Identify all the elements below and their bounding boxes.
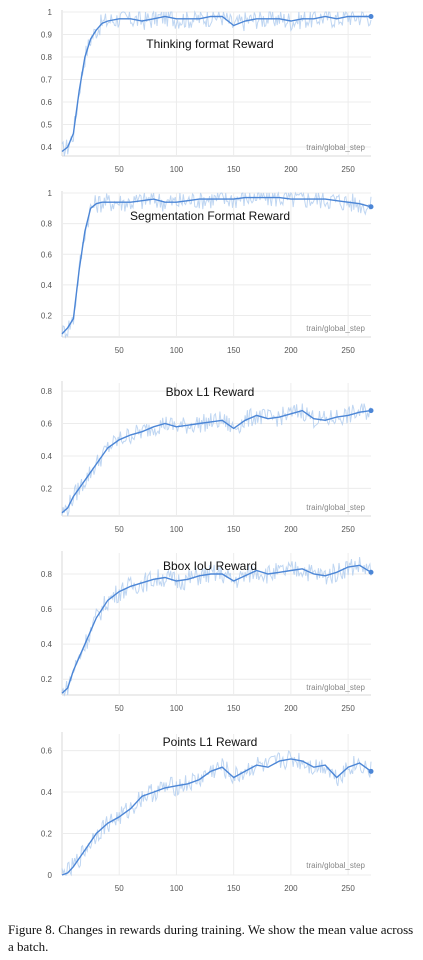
series-end-point: [368, 204, 374, 210]
y-tick-label: 0.8: [41, 53, 53, 62]
y-tick-label: 0.6: [41, 747, 53, 756]
series-line: [61, 196, 372, 335]
x-tick-label: 150: [227, 704, 241, 713]
chart-svg: 0.2 0.4 0.6 0.8 50 100 150 200 250 train/global_s…: [41, 381, 374, 534]
y-tick-label: 0.8: [41, 220, 53, 229]
series-end-point: [368, 768, 374, 774]
x-axis-label: train/global_step: [306, 324, 365, 333]
figure-caption: Figure 8. Changes in rewards during trai…: [8, 922, 414, 954]
series-line: [61, 15, 371, 153]
y-tick-label: 0.2: [41, 312, 53, 321]
x-tick-label: 250: [341, 884, 355, 893]
y-tick-label: 0.4: [41, 281, 53, 290]
x-tick-label: 150: [227, 346, 241, 355]
x-tick-label: 250: [341, 165, 355, 174]
x-tick-label: 250: [341, 525, 355, 534]
y-tick-label: 0.4: [41, 788, 53, 797]
x-axis-label: train/global_step: [306, 861, 365, 870]
series-line: [61, 758, 372, 876]
x-tick-label: 150: [227, 165, 241, 174]
series-line: [61, 409, 372, 514]
y-tick-label: 0.2: [41, 830, 53, 839]
x-tick-label: 200: [284, 884, 298, 893]
series-end-point: [368, 14, 374, 19]
x-tick-label: 100: [170, 884, 184, 893]
y-tick-label: 0.6: [41, 98, 53, 107]
y-tick-label: 0.9: [41, 31, 53, 40]
x-tick-label: 200: [284, 346, 298, 355]
x-tick-label: 150: [227, 884, 241, 893]
y-tick-label: 0.8: [41, 570, 53, 579]
chart-segmentation-format: 0.2 0.4 0.6 0.8 1 50 100 150 200 250 train/global_…: [0, 180, 423, 358]
chart-bbox-l1: 0.2 0.4 0.6 0.8 50 100 150 200 250 train/global_s…: [0, 360, 423, 540]
y-tick-label: 0.2: [41, 675, 53, 684]
series-end-point: [368, 569, 374, 575]
y-tick-label: 0.4: [41, 452, 53, 461]
chart-title: Segmentation Format Reward: [130, 209, 290, 223]
x-tick-label: 250: [341, 346, 355, 355]
chart-title: Thinking format Reward: [146, 37, 273, 51]
raw-series-line: [61, 556, 372, 697]
y-tick-label: 0.5: [41, 121, 53, 130]
y-tick-label: 0.8: [41, 387, 53, 396]
x-tick-label: 100: [170, 704, 184, 713]
chart-title: Points L1 Reward: [163, 735, 258, 749]
x-tick-label: 100: [170, 525, 184, 534]
y-tick-label: 1: [48, 189, 53, 198]
y-tick-label: 0.7: [41, 76, 53, 85]
x-tick-label: 50: [115, 884, 124, 893]
x-tick-label: 250: [341, 704, 355, 713]
chart-thinking-format: 0.4 0.5 0.6 0.7 0.8 0.9 1 50 100 150 200 250 train/g…: [0, 0, 423, 178]
y-tick-label: 0.4: [41, 143, 53, 152]
chart-title: Bbox IoU Reward: [163, 559, 257, 573]
y-tick-label: 0.4: [41, 640, 53, 649]
y-tick-label: 0.6: [41, 250, 53, 259]
chart-svg: 0.2 0.4 0.6 0.8 50 100 150 200 250 train/global_s…: [41, 551, 374, 713]
x-tick-label: 50: [115, 165, 124, 174]
x-tick-label: 50: [115, 346, 124, 355]
x-tick-label: 50: [115, 525, 124, 534]
raw-series-line: [61, 10, 372, 157]
chart-title: Bbox L1 Reward: [166, 385, 255, 399]
x-axis-label: train/global_step: [306, 143, 365, 152]
chart-bbox-iou: 0.2 0.4 0.6 0.8 50 100 150 200 250 train/global_s…: [0, 540, 423, 720]
chart-svg: 0 0.2 0.4 0.6 50 100 150 200 250 train/global_ste…: [41, 732, 374, 893]
x-tick-label: 100: [170, 346, 184, 355]
y-tick-label: 0.6: [41, 605, 53, 614]
x-axis-label: train/global_step: [306, 683, 365, 692]
chart-points-l1: 0 0.2 0.4 0.6 50 100 150 200 250 train/global_ste…: [0, 720, 423, 905]
series-line: [61, 564, 372, 694]
y-tick-label: 0.2: [41, 484, 53, 493]
y-tick-label: 0: [48, 871, 53, 880]
raw-series-line: [61, 750, 372, 877]
raw-series-line: [61, 191, 372, 339]
y-tick-label: 1: [48, 8, 53, 17]
y-tick-label: 0.6: [41, 420, 53, 429]
x-tick-label: 100: [170, 165, 184, 174]
series-end-point: [368, 408, 374, 414]
x-tick-label: 150: [227, 525, 241, 534]
x-tick-label: 200: [284, 165, 298, 174]
x-axis-label: train/global_step: [306, 503, 365, 512]
x-tick-label: 200: [284, 704, 298, 713]
x-tick-label: 200: [284, 525, 298, 534]
x-tick-label: 50: [115, 704, 124, 713]
